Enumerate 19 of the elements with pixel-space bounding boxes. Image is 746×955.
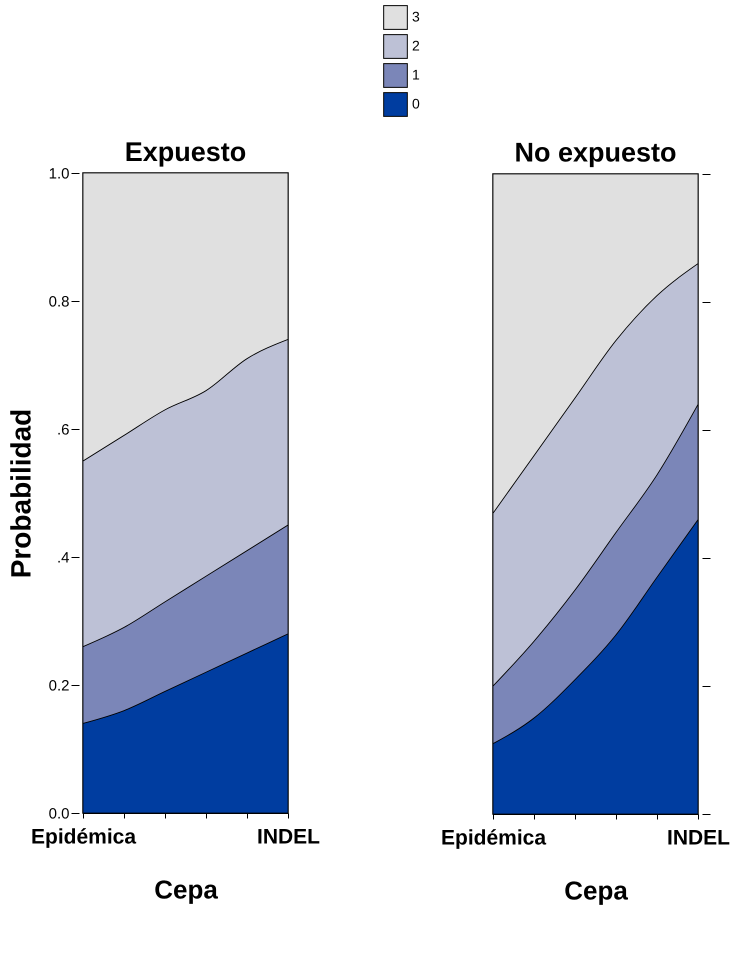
legend-label: 2 (412, 38, 420, 54)
x-axis-title: Cepa (564, 876, 628, 906)
chart-title: No expuesto (514, 138, 677, 168)
legend-label: 1 (412, 66, 420, 82)
y-tick-label: 0.0 (48, 806, 70, 822)
y-tick-label: 0.8 (48, 294, 70, 310)
legend-label: 0 (412, 96, 420, 112)
x-tick-label: INDEL (257, 826, 320, 848)
chart-title: Expuesto (124, 137, 246, 167)
x-tick-label: INDEL (667, 826, 730, 850)
legend-label: 3 (412, 8, 420, 24)
y-tick-label: .6 (56, 422, 70, 438)
y-tick-label: 0.2 (48, 678, 70, 694)
y-axis-title: Probabilidad (6, 408, 37, 578)
x-tick-label: Epidémica (440, 826, 546, 850)
y-tick-label: .4 (56, 550, 70, 566)
y-tick-label: 1.0 (48, 166, 70, 182)
x-tick-label: Epidémica (30, 826, 136, 848)
x-axis-title: Cepa (154, 874, 218, 904)
